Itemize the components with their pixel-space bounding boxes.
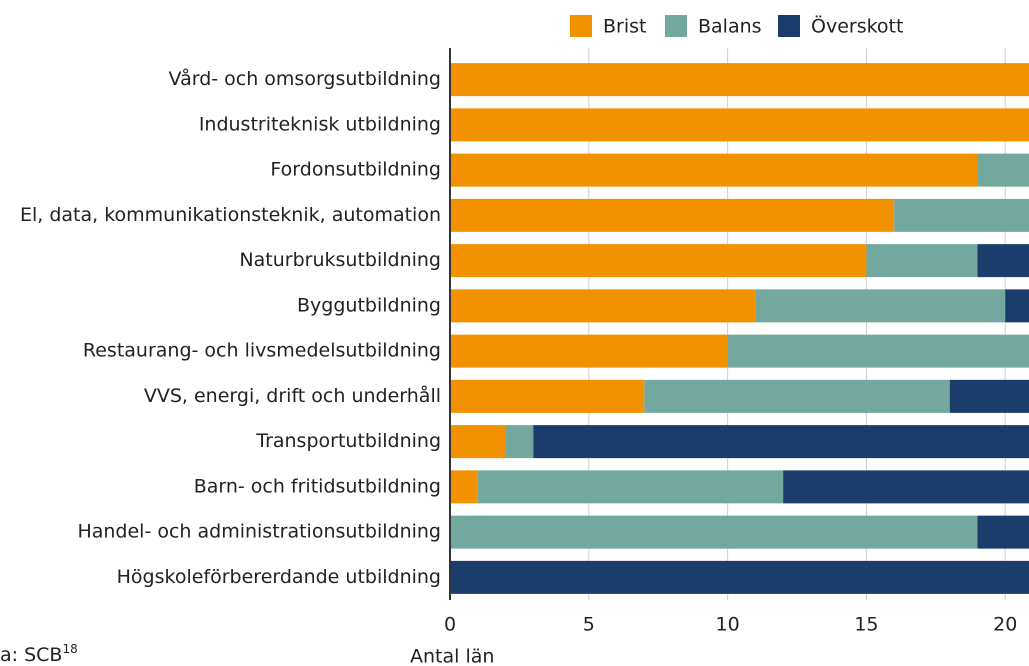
y-tick-label: Naturbruksutbildning [239, 249, 441, 271]
bar-segment [450, 63, 1029, 97]
bar-segment [977, 153, 1029, 187]
x-tick-label: 0 [444, 614, 456, 636]
y-tick-label: Handel- och administrationsutbildning [77, 521, 441, 543]
bar-segment [644, 379, 950, 413]
y-tick-label: Byggutbildning [297, 294, 441, 316]
bar-segment [450, 289, 756, 323]
bar-segment [755, 289, 1006, 323]
bar-segment [450, 108, 1029, 142]
bar-segment [977, 515, 1029, 549]
bar-segment [977, 244, 1029, 278]
y-tick-label: Fordonsutbildning [270, 159, 441, 181]
bar-segment [533, 425, 1029, 459]
y-tick-label: Högskoleförbererdande utbildning [117, 566, 441, 588]
x-tick-label: 5 [583, 614, 595, 636]
bar-segment [505, 425, 534, 459]
bar-segment [450, 470, 478, 504]
legend-label: Balans [698, 16, 762, 38]
bar-segment [866, 244, 978, 278]
bar-segment [727, 334, 1029, 368]
source-note: 18 [62, 642, 77, 656]
legend-swatch [570, 15, 592, 37]
x-axis-label: Antal län [410, 646, 494, 666]
bar-segment [477, 470, 784, 504]
bar-segment [1005, 289, 1029, 323]
bar-segment [949, 379, 1029, 413]
x-tick-label: 10 [716, 614, 740, 636]
bar-segment [450, 560, 1029, 594]
y-tick-label: VVS, energi, drift och underhåll [144, 384, 441, 407]
legend-swatch [665, 15, 687, 37]
bar-segment [450, 153, 978, 187]
y-tick-label: Industriteknisk utbildning [199, 113, 441, 135]
x-tick-label: 15 [854, 614, 878, 636]
bar-segment [450, 425, 506, 459]
bar-segment [894, 198, 1029, 232]
y-tick-label: Transportutbildning [255, 430, 441, 452]
y-tick-label: Vård- och omsorgsutbildning [169, 67, 441, 90]
y-tick-label: El, data, kommunikationsteknik, automati… [20, 204, 441, 226]
y-tick-label: Restaurang- och livsmedelsutbildning [83, 340, 441, 362]
bar-segment [450, 515, 978, 549]
bar-segment [450, 198, 895, 232]
bar-segment [450, 379, 645, 413]
legend-swatch [778, 15, 800, 37]
legend-label: Brist [603, 16, 646, 38]
bar-segment [450, 244, 867, 278]
bar-segment [783, 470, 1029, 504]
y-tick-label: Barn- och fritidsutbildning [194, 475, 441, 497]
bar-segment [450, 334, 728, 368]
x-tick-label: 20 [993, 614, 1017, 636]
source: a: SCB18 [0, 642, 78, 666]
source-text: a: SCB [0, 644, 62, 666]
legend-label: Överskott [811, 15, 903, 38]
